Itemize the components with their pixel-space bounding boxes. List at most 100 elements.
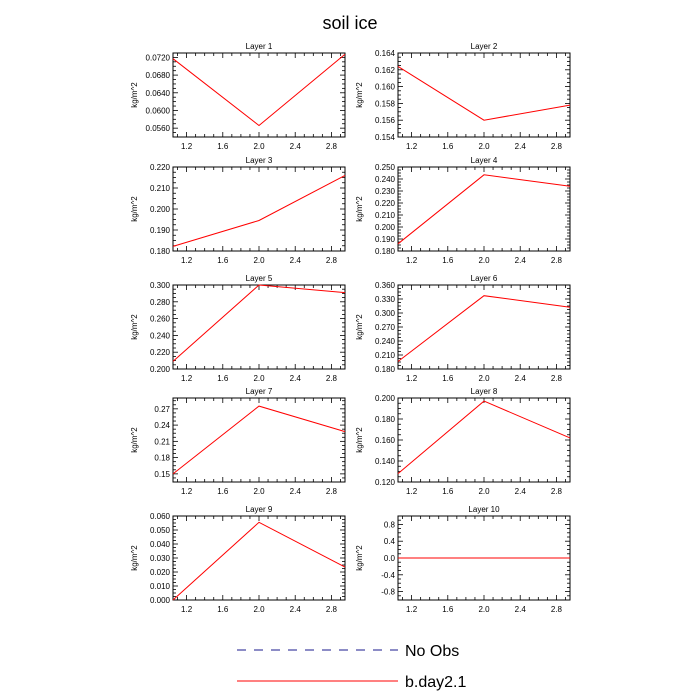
panel-title: Layer 1 — [246, 42, 273, 51]
x-tick-label: 2.4 — [515, 256, 527, 265]
panel-title: Layer 3 — [246, 156, 273, 165]
x-tick-label: 2.4 — [290, 374, 302, 383]
y-tick-label: 0.210 — [150, 184, 171, 193]
x-tick-label: 2.4 — [290, 256, 302, 265]
y-tick-label: 0.240 — [150, 331, 171, 340]
panel-title: Layer 7 — [246, 387, 273, 396]
legend: No Obs b.day2.1 — [237, 643, 466, 691]
y-tick-label: 0.200 — [375, 223, 396, 232]
y-axis-label: kg/m^2 — [355, 427, 364, 453]
panel-frame — [172, 515, 346, 601]
x-tick-label: 1.6 — [217, 487, 229, 496]
x-tick-label: 1.2 — [181, 142, 193, 151]
panel-layer-2: Layer 2 kg/m^2 1.2 1.6 2.0 2.4 2.8 0.154 0.156 0.… — [355, 42, 571, 151]
x-tick-label: 2.8 — [326, 256, 338, 265]
panel-frame — [397, 166, 571, 252]
y-tick-label: 0.270 — [375, 323, 396, 332]
y-tick-label: 0.18 — [154, 454, 170, 463]
y-tick-label: 0.240 — [375, 175, 396, 184]
panel-title: Layer 5 — [246, 274, 273, 283]
x-tick-label: 1.2 — [406, 605, 418, 614]
x-tick-label: 2.4 — [515, 487, 527, 496]
panel-layer-3: Layer 3 kg/m^2 1.2 1.6 2.0 2.4 2.8 0.180 0.190 0.… — [130, 156, 346, 265]
x-tick-label: 2.0 — [478, 374, 490, 383]
y-tick-label: 0.250 — [375, 163, 396, 172]
y-tick-label: 0.0640 — [146, 89, 171, 98]
x-tick-label: 2.4 — [515, 605, 527, 614]
y-tick-label: 0.200 — [150, 205, 171, 214]
y-axis-label: kg/m^2 — [355, 196, 364, 222]
y-axis-label: kg/m^2 — [355, 82, 364, 108]
x-tick-label: 2.0 — [253, 142, 265, 151]
series-line — [397, 65, 571, 121]
series-line — [397, 174, 571, 245]
x-tick-label: 2.8 — [551, 374, 563, 383]
x-tick-label: 1.2 — [181, 605, 193, 614]
y-tick-label: 0.156 — [375, 116, 396, 125]
series-line — [172, 521, 346, 601]
series-line — [397, 295, 571, 362]
y-tick-label: 0.280 — [150, 298, 171, 307]
y-tick-label: 0.210 — [375, 211, 396, 220]
x-tick-label: 2.4 — [515, 374, 527, 383]
x-tick-label: 2.0 — [253, 605, 265, 614]
y-tick-label: 0.190 — [375, 235, 396, 244]
x-tick-label: 2.4 — [515, 142, 527, 151]
panel-frame — [397, 52, 571, 138]
panel-frame — [172, 52, 346, 138]
x-tick-label: 1.6 — [217, 374, 229, 383]
y-tick-label: 0.220 — [150, 348, 171, 357]
legend-bday-label: b.day2.1 — [405, 674, 466, 691]
x-tick-label: 2.0 — [478, 142, 490, 151]
y-tick-label: 0.300 — [375, 309, 396, 318]
x-tick-label: 2.8 — [551, 142, 563, 151]
panel-frame — [397, 284, 571, 370]
y-tick-label: 0.050 — [150, 526, 171, 535]
panel-layer-8: Layer 8 kg/m^2 1.2 1.6 2.0 2.4 2.8 0.120 0.140 0.… — [355, 387, 571, 496]
y-tick-label: 0.360 — [375, 281, 396, 290]
panel-title: Layer 8 — [471, 387, 498, 396]
x-tick-label: 2.8 — [326, 374, 338, 383]
x-tick-label: 1.6 — [217, 605, 229, 614]
panels-group: Layer 1 kg/m^2 1.2 1.6 2.0 2.4 2.8 0.0560 0.0600… — [130, 42, 571, 614]
y-tick-label: 0.200 — [375, 394, 396, 403]
y-tick-label: -0.4 — [381, 571, 395, 580]
y-tick-label: 0.030 — [150, 554, 171, 563]
panel-layer-5: Layer 5 kg/m^2 1.2 1.6 2.0 2.4 2.8 0.200 0.220 0.… — [130, 274, 346, 383]
y-tick-label: 0.010 — [150, 582, 171, 591]
series-line — [172, 405, 346, 475]
x-tick-label: 1.6 — [217, 142, 229, 151]
x-tick-label: 1.2 — [181, 256, 193, 265]
panel-layer-4: Layer 4 kg/m^2 1.2 1.6 2.0 2.4 2.8 0.180 0.190 0.… — [355, 156, 571, 265]
y-tick-label: 0.0600 — [146, 106, 171, 115]
y-tick-label: 0.0680 — [146, 71, 171, 80]
y-tick-label: 0.190 — [150, 226, 171, 235]
series-line — [397, 400, 571, 474]
y-axis-label: kg/m^2 — [355, 545, 364, 571]
x-tick-label: 1.2 — [406, 374, 418, 383]
x-tick-label: 2.8 — [326, 605, 338, 614]
y-tick-label: 0.154 — [375, 133, 396, 142]
x-tick-label: 2.4 — [290, 142, 302, 151]
series-line — [172, 174, 346, 247]
x-tick-label: 2.8 — [551, 487, 563, 496]
y-axis-label: kg/m^2 — [130, 545, 139, 571]
figure-title: soil ice — [322, 13, 377, 33]
y-tick-label: 0.000 — [150, 596, 171, 605]
y-tick-label: 0.040 — [150, 540, 171, 549]
y-axis-label: kg/m^2 — [130, 82, 139, 108]
y-tick-label: 0.27 — [154, 405, 170, 414]
y-tick-label: 0.0560 — [146, 124, 171, 133]
y-tick-label: 0.160 — [375, 436, 396, 445]
panel-layer-6: Layer 6 kg/m^2 1.2 1.6 2.0 2.4 2.8 0.180 0.210 0.… — [355, 274, 571, 383]
y-axis-label: kg/m^2 — [355, 314, 364, 340]
panel-layer-9: Layer 9 kg/m^2 1.2 1.6 2.0 2.4 2.8 0.000 0.010 0.… — [130, 505, 346, 614]
y-tick-label: -0.8 — [381, 588, 395, 597]
panel-title: Layer 4 — [471, 156, 498, 165]
y-tick-label: 0.15 — [154, 470, 170, 479]
x-tick-label: 1.2 — [181, 487, 193, 496]
x-tick-label: 2.0 — [253, 374, 265, 383]
y-tick-label: 0.220 — [375, 199, 396, 208]
y-tick-label: 0.330 — [375, 295, 396, 304]
